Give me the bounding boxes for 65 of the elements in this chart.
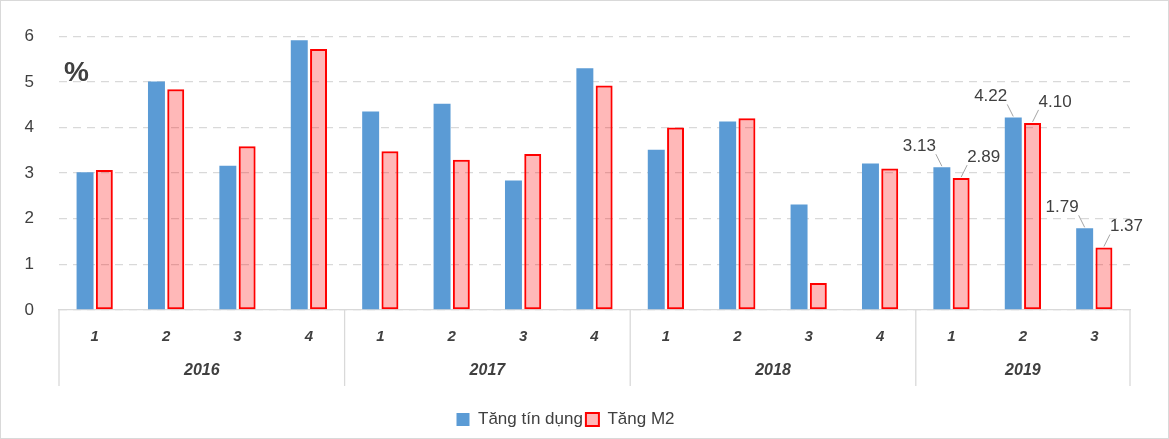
bar — [595, 85, 613, 310]
x-tick-label: 3 — [804, 327, 814, 345]
bar — [147, 81, 165, 310]
x-tick-label: 1 — [376, 327, 385, 345]
bar — [433, 103, 451, 310]
y-tick-label: 6 — [24, 25, 34, 45]
bar — [1024, 122, 1042, 310]
bar — [219, 165, 237, 310]
bar — [809, 283, 827, 310]
bar — [524, 153, 542, 310]
bar — [452, 159, 470, 310]
data-label: 4.22 — [974, 86, 1008, 106]
y-tick-label: 4 — [24, 117, 34, 137]
data-label: 1.37 — [1109, 216, 1144, 236]
bar — [933, 167, 951, 310]
bar — [738, 118, 756, 310]
text: 2016 — [183, 361, 220, 379]
data-label: 4.10 — [1038, 91, 1072, 111]
bar — [1076, 228, 1094, 310]
bar — [76, 172, 94, 310]
data-label: 2.89 — [967, 147, 1001, 167]
bar — [167, 89, 185, 310]
legend-label: Tăng M2 — [607, 409, 675, 429]
bar — [667, 127, 685, 310]
x-tick-label: 3 — [518, 327, 528, 345]
x-tick-label: 4 — [589, 327, 600, 345]
y-tick-label: 1 — [24, 254, 34, 274]
bar — [504, 180, 522, 310]
bar — [1095, 247, 1113, 310]
x-tick-label: 1 — [90, 327, 99, 345]
data-label: 1.79 — [1045, 197, 1079, 217]
x-tick-label: 4 — [874, 327, 885, 345]
x-tick-label: 4 — [303, 327, 314, 345]
x-tick-label: 2 — [160, 327, 171, 345]
bar — [881, 168, 899, 310]
bar — [647, 149, 665, 310]
bar — [952, 178, 970, 310]
x-tick-label: 2 — [732, 327, 743, 345]
y-tick-label: 2 — [24, 208, 34, 228]
data-label: 3.13 — [902, 136, 936, 156]
bar — [362, 111, 380, 310]
bar — [95, 169, 113, 310]
bar — [576, 68, 594, 310]
bar — [381, 151, 399, 310]
bar — [790, 204, 808, 310]
bar — [719, 121, 737, 310]
bar — [1004, 117, 1022, 310]
y-axis-title: % — [64, 55, 89, 87]
bar — [310, 48, 328, 310]
text: 2018 — [754, 361, 791, 379]
text: 2019 — [1004, 361, 1041, 379]
y-tick-label: 5 — [24, 71, 34, 91]
x-tick-label: 3 — [1090, 327, 1100, 345]
bar — [238, 146, 256, 310]
x-tick-label: 1 — [947, 327, 956, 345]
y-tick-label: 0 — [24, 299, 34, 319]
x-tick-label: 1 — [661, 327, 671, 345]
bar — [290, 40, 308, 310]
legend-label: Tăng tín dụng — [478, 409, 583, 429]
x-tick-label: 3 — [233, 327, 243, 345]
x-tick-label: 2 — [1017, 327, 1028, 345]
x-tick-label: 2 — [446, 327, 457, 345]
text: 2017 — [468, 361, 507, 379]
bar — [861, 163, 879, 310]
y-tick-label: 3 — [24, 162, 34, 182]
